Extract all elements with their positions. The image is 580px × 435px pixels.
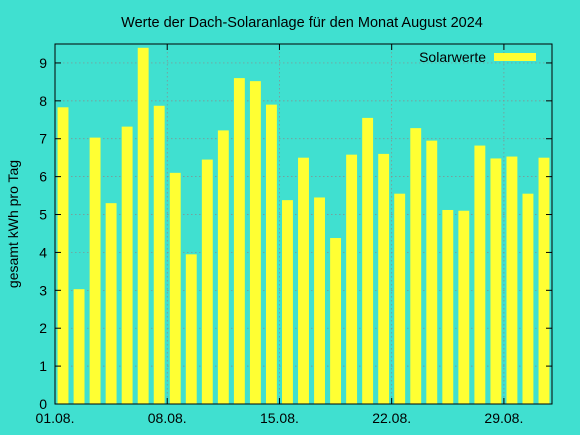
legend-label-solarwerte: Solarwerte	[419, 49, 486, 65]
y-tick-label: 1	[39, 358, 47, 374]
y-tick-label: 5	[39, 207, 47, 223]
bar-day-4	[105, 203, 117, 404]
bar-day-13	[249, 81, 261, 404]
bar-day-11	[217, 130, 229, 404]
bar-day-27	[474, 145, 486, 404]
bar-day-12	[233, 78, 245, 405]
bar-day-7	[153, 105, 165, 404]
bar-day-10	[201, 159, 213, 404]
x-tick-label: 22.08.	[372, 410, 411, 426]
bar-day-18	[330, 238, 342, 404]
bar-day-31	[538, 157, 550, 404]
legend-swatch-solarwerte	[494, 53, 536, 61]
bar-day-30	[522, 193, 534, 404]
x-tick-label: 15.08.	[260, 410, 299, 426]
y-axis-label: gesamt kWh pro Tag	[5, 160, 21, 288]
y-tick-label: 6	[39, 169, 47, 185]
y-tick-label: 9	[39, 55, 47, 71]
y-tick-label: 4	[39, 244, 47, 260]
bar-day-16	[298, 157, 309, 404]
y-tick-label: 7	[39, 131, 47, 147]
bar-day-1	[57, 107, 69, 404]
axis-tick-labels: 0 1 2 3 4 5 6 7 8 9 01.08. 08.08. 15.08. 22.08. 29.08.	[36, 55, 524, 426]
bar-day-25	[442, 209, 454, 404]
y-tick-label: 0	[39, 396, 47, 412]
bar-day-29	[506, 156, 518, 404]
bar-day-2	[73, 289, 85, 404]
bar-day-14	[265, 104, 277, 404]
bar-day-20	[362, 117, 374, 404]
y-tick-label: 2	[39, 320, 47, 336]
x-tick-label: 01.08.	[36, 410, 75, 426]
bars	[57, 47, 550, 405]
y-tick-label: 3	[39, 282, 47, 298]
bar-day-6	[137, 47, 149, 404]
y-tick-label: 8	[39, 93, 47, 109]
bar-day-9	[185, 254, 197, 404]
x-tick-label: 08.08.	[148, 410, 187, 426]
plot-border	[54, 43, 553, 405]
chart-title: Werte der Dach-Solaranlage für den Monat…	[121, 15, 483, 31]
bar-day-28	[490, 158, 502, 404]
bar-day-8	[169, 172, 181, 404]
axis-ticks	[54, 44, 552, 405]
bar-day-26	[458, 210, 470, 404]
bar-day-22	[394, 193, 406, 404]
bar-day-3	[89, 137, 101, 404]
bar-day-19	[346, 154, 358, 404]
bar-day-21	[378, 153, 390, 404]
bar-day-5	[121, 126, 133, 404]
bar-day-23	[410, 128, 422, 404]
bar-day-24	[426, 140, 438, 404]
bar-day-15	[282, 200, 293, 404]
bar-day-17	[314, 197, 325, 404]
legend: Solarwerte	[419, 49, 536, 65]
x-tick-label: 29.08.	[484, 410, 523, 426]
